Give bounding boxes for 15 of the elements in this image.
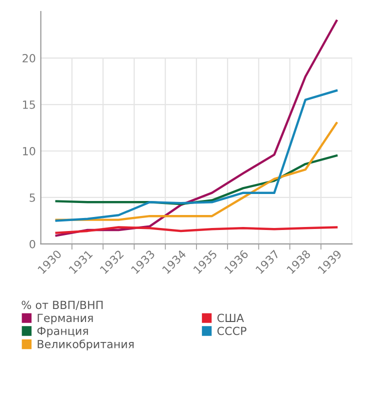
- legend-title: % от ВВП/ВНП: [22, 300, 103, 310]
- legend-label: СССР: [217, 326, 246, 336]
- y-tick-label: 10: [23, 146, 36, 156]
- legend-label: Германия: [38, 314, 93, 324]
- y-tick-label: 20: [22, 54, 36, 62]
- y-tick-label: 0: [30, 240, 36, 248]
- legend-label: США: [217, 314, 244, 322]
- line-series: [55, 154, 338, 206]
- line-series: [55, 122, 338, 221]
- legend-label: Великобритания: [38, 339, 134, 350]
- y-tick-label: 15: [23, 100, 35, 109]
- y-tick-label: 5: [30, 194, 35, 202]
- line-series: [55, 89, 338, 222]
- line-series: [55, 20, 338, 237]
- legend-label: Франция: [37, 326, 88, 338]
